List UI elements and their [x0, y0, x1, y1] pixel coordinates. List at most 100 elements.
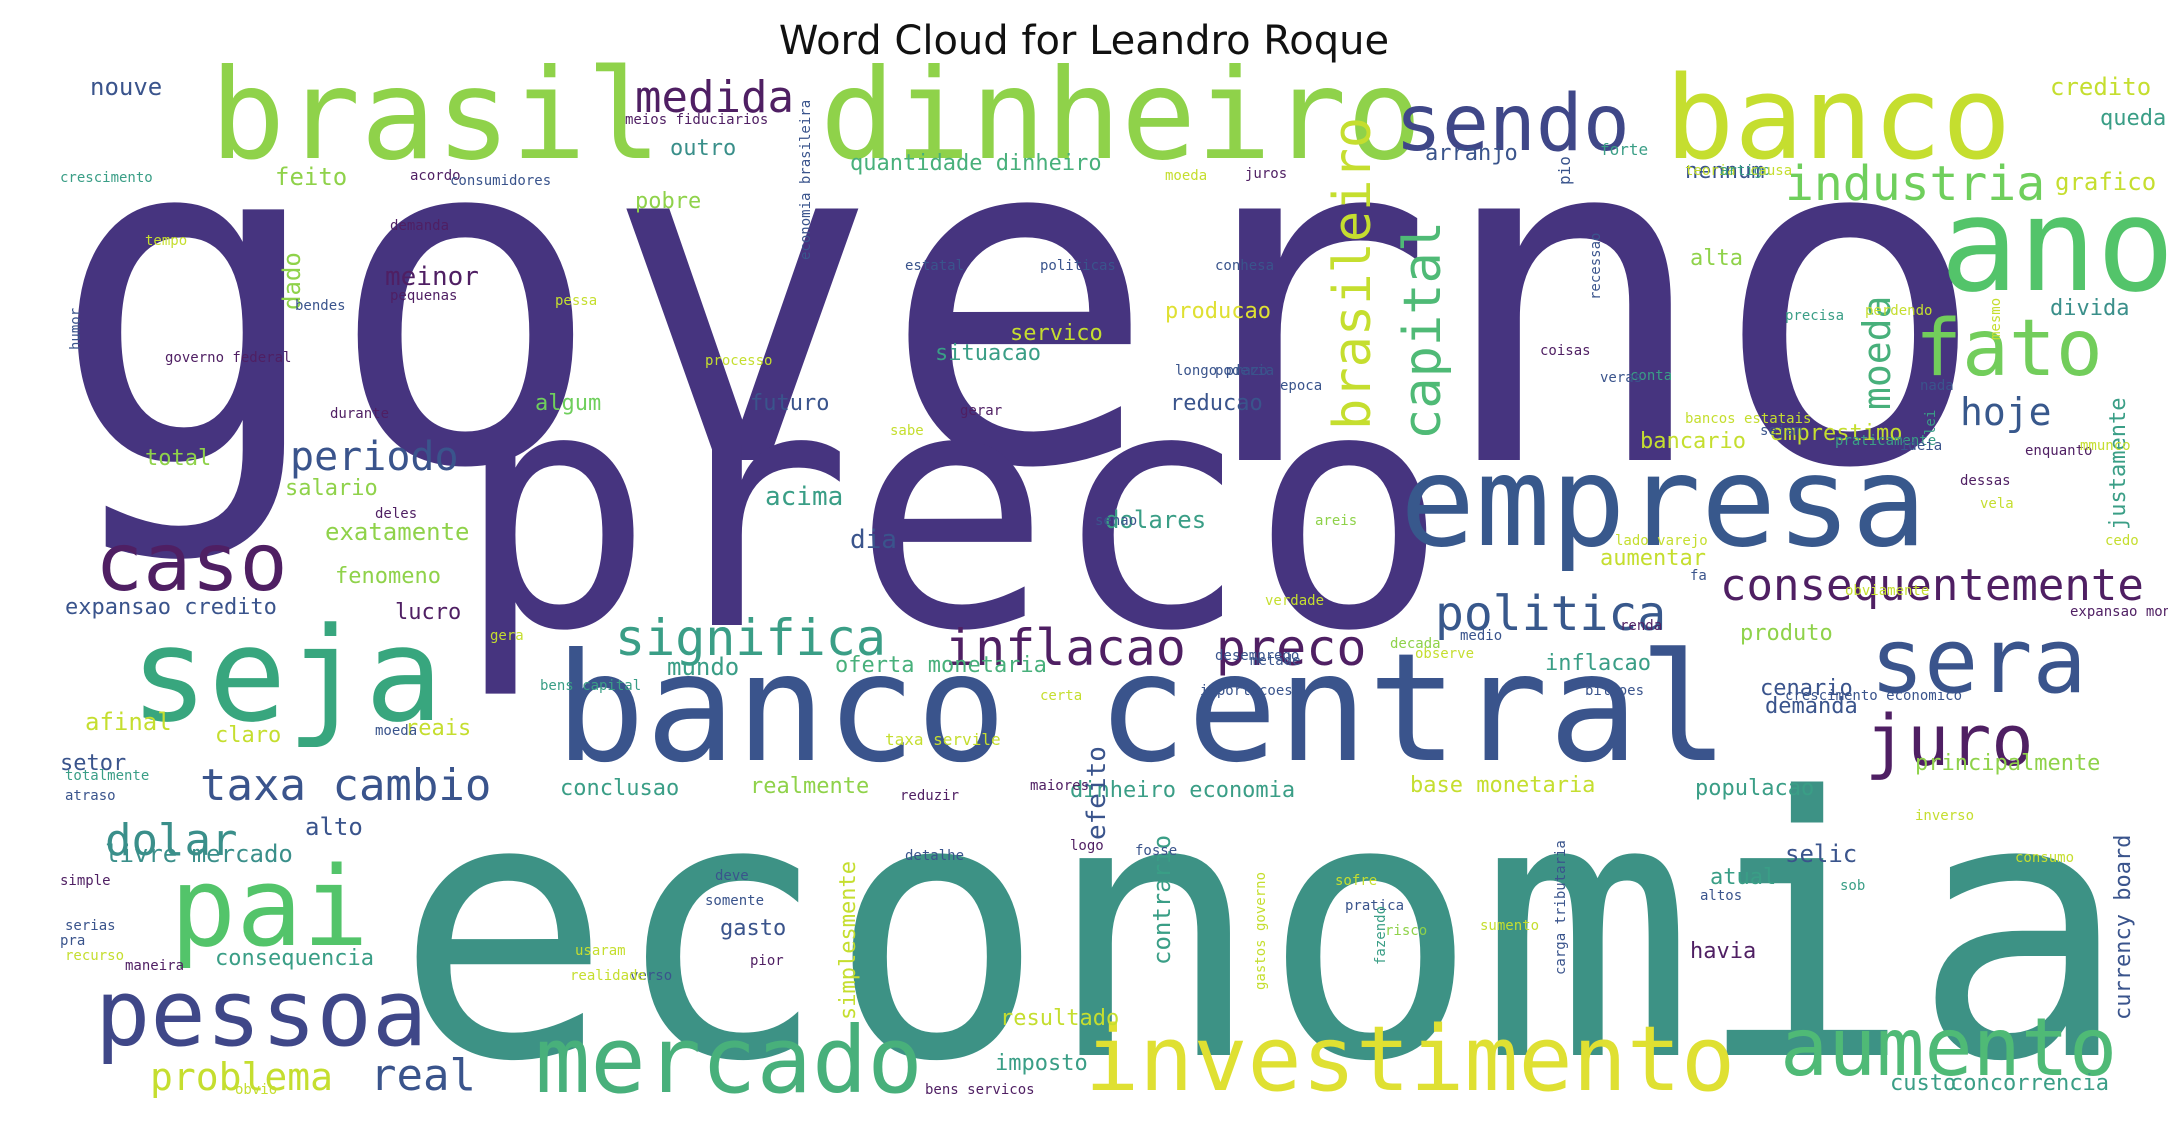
word-pessoa: pessoa	[95, 960, 427, 1067]
word-preco: preco	[455, 319, 1448, 703]
word-senao: senao	[1095, 513, 1137, 529]
word-tempo: tempo	[145, 233, 187, 249]
word-pio: pio	[1555, 156, 1574, 185]
word-importacoes: importacoes	[1200, 683, 1293, 699]
word-risco: risco	[1385, 923, 1427, 939]
word-observe: observe	[1415, 646, 1474, 662]
word-efeito: efeito	[1082, 746, 1112, 840]
word-recurso: recurso	[65, 948, 124, 964]
word-brasileiro: brasileiro	[1323, 117, 1383, 430]
word-perdendo: perdendo	[1865, 303, 1932, 319]
word-causa: causa	[1750, 163, 1792, 179]
word-taxa-servile: taxa servile	[885, 730, 1001, 749]
word-real: real	[370, 1050, 476, 1101]
word-nennum: nennum	[1685, 159, 1764, 184]
word-metade: metade	[1250, 653, 1301, 669]
word-justamente: justamente	[2106, 398, 2131, 530]
word-coisas: coisas	[1540, 343, 1591, 359]
word-algum: algum	[535, 391, 601, 416]
word-deles: deles	[375, 506, 417, 522]
word-carga-tributaria: carga tributaria	[1553, 840, 1569, 975]
word-demanda: demanda	[1765, 694, 1858, 719]
word-somente: somente	[705, 893, 764, 909]
word-economia: economia	[395, 721, 2129, 1140]
word-bens-capital: bens capital	[540, 678, 641, 694]
word-consequentemente: consequentemente	[1720, 560, 2144, 611]
word-sera: sera	[1870, 609, 2087, 714]
word-mmunco: mmunco	[2080, 438, 2131, 454]
word-sendo: sendo	[1395, 79, 1630, 169]
word-bendes: bendes	[295, 298, 346, 314]
word-futuro: futuro	[750, 391, 829, 416]
word-gastos-governo: gastos governo	[1253, 872, 1269, 990]
word-maneira: maneira	[125, 958, 184, 974]
word-problema: problema	[150, 1055, 333, 1099]
chart-title: Word Cloud for Leandro Roque	[778, 18, 1390, 64]
word-imposto: imposto	[995, 1051, 1088, 1076]
word-humor: humor	[68, 308, 84, 350]
word-detalhe: detalhe	[905, 848, 964, 864]
word-sumento: sumento	[1480, 918, 1539, 934]
word-certa: certa	[1040, 688, 1082, 704]
word-sofre: sofre	[1335, 873, 1377, 889]
word-oferta-monetaria: oferta monetaria	[835, 653, 1047, 678]
word-banco: banco	[1665, 52, 2011, 186]
word-processo: processo	[705, 353, 772, 369]
word-dia: dia	[850, 525, 897, 555]
word-alto: alto	[305, 813, 363, 841]
word-crescimento-economico: crescimento economico	[1785, 688, 1962, 704]
word-fenomeno: fenomeno	[335, 564, 441, 589]
word-setor: setor	[60, 751, 126, 776]
word-caso: caso	[95, 516, 288, 609]
word-epoca: epoca	[1280, 378, 1322, 394]
word-credito: credito	[2050, 73, 2151, 101]
word-recessao: recessao	[1588, 233, 1604, 300]
word-aumento: aumento	[1780, 1001, 2117, 1094]
word-inverso: inverso	[1915, 808, 1974, 824]
word-concorrencia: concorrencia	[1950, 1071, 2109, 1096]
word-dessas: dessas	[1960, 473, 2011, 489]
word-fazendo: fazendo	[1373, 906, 1389, 965]
word-ano: ano	[1940, 169, 2168, 321]
word-acima: acima	[765, 482, 843, 512]
word-mercado: mercado	[535, 1007, 923, 1114]
word-usaram: usaram	[575, 943, 626, 959]
word-sejam: sejam	[1760, 423, 1802, 439]
word-sabe: sabe	[890, 423, 924, 439]
word-afinal: afinal	[85, 708, 172, 736]
word-divida: divida	[2050, 296, 2129, 321]
word-crescimento: crescimento	[60, 170, 153, 186]
word-dolares: dolares	[1105, 506, 1206, 534]
word-gasto: gasto	[720, 916, 786, 941]
word-salario: salario	[285, 476, 378, 501]
word-pai: pai	[170, 843, 369, 971]
word-moeda: moeda	[1165, 168, 1207, 184]
word-principalmente: principalmente	[1915, 751, 2100, 776]
word-simple: simple	[60, 873, 111, 889]
word-medida: medida	[635, 72, 794, 123]
word-sob: sob	[1840, 878, 1865, 894]
word-estatal: estatal	[905, 258, 964, 274]
word-inflacao-preco: inflacao preco	[945, 619, 1366, 677]
word-verdade: verdade	[1265, 593, 1324, 609]
word-investimento: investimento	[1085, 1007, 1735, 1112]
word-durante: durante	[330, 406, 389, 422]
word-obviamente: obviamente	[1845, 583, 1929, 599]
word-claro: claro	[215, 723, 281, 748]
word-acordo: acordo	[410, 168, 461, 184]
word-cenario: cenario	[1760, 676, 1853, 701]
word-currency-board: currency board	[2111, 835, 2136, 1020]
word-lei: lei	[1923, 410, 1939, 435]
word-seja: seja	[130, 599, 443, 751]
word-livre-mercado: livre mercado	[105, 840, 293, 868]
word-demanda: demanda	[390, 218, 449, 234]
word-teoria: teoria	[1685, 163, 1736, 179]
word-poderia: poderia	[1215, 363, 1274, 379]
word-emprestimo: emprestimo	[1770, 421, 1902, 446]
word-dinheiro-economia: dinheiro economia	[1070, 778, 1295, 803]
word-brasil: brasil	[210, 43, 662, 188]
word-lucro: lucro	[395, 600, 461, 625]
word-arranjo: arranjo	[1425, 141, 1518, 166]
word-simplesmente: simplesmente	[836, 861, 861, 1020]
word-populacao: populacao	[1695, 776, 1814, 801]
